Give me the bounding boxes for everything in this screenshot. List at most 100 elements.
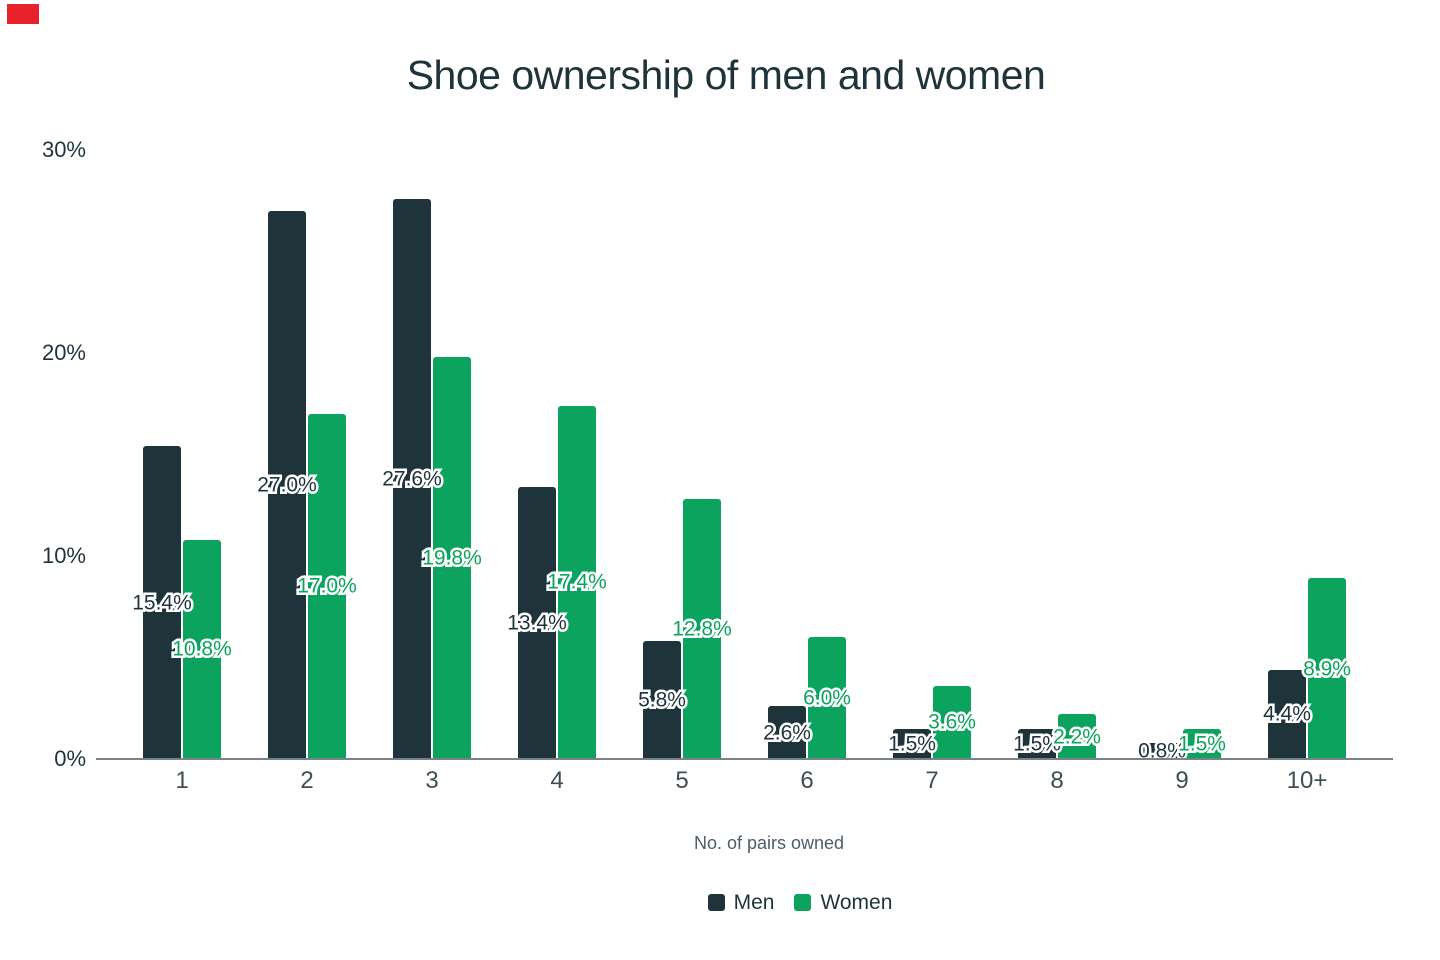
bar-men xyxy=(1268,669,1306,759)
value-label-women: 2.2% 2.2% xyxy=(1051,724,1104,750)
value-label-women: 19.8% 19.8% xyxy=(420,545,485,571)
value-label-men: 1.5% 1.5% xyxy=(1011,731,1064,757)
bar-men xyxy=(143,446,181,759)
bar-men xyxy=(893,728,931,759)
value-label-women: 3.6% 3.6% xyxy=(926,709,979,735)
bar-men xyxy=(393,198,431,759)
value-label-outline: 19.8% xyxy=(420,545,485,571)
value-label-outline: 10.8% xyxy=(170,636,235,662)
x-tick-label: 2 xyxy=(300,767,314,794)
bar-men xyxy=(768,706,806,759)
value-label-women: 17.0% 17.0% xyxy=(295,573,360,599)
value-label-text: 0.8% xyxy=(1138,739,1186,763)
value-label-text: 2.6% xyxy=(763,721,811,745)
bar-men xyxy=(1018,728,1056,759)
value-label-outline: 1.5% xyxy=(886,731,939,757)
value-label-outline: 27.0% xyxy=(255,472,320,498)
value-label-outline: 12.8% xyxy=(670,616,735,642)
red-corner-marker xyxy=(7,4,39,24)
value-label-text: 17.0% xyxy=(297,574,357,598)
legend: Men Women xyxy=(80,886,1440,918)
value-label-text: 13.4% xyxy=(507,611,567,635)
value-label-text: 12.8% xyxy=(672,617,732,641)
value-label-women: 6.0% 6.0% xyxy=(801,685,854,711)
value-label-text: 5.8% xyxy=(638,688,686,712)
value-label-men: 15.4% 15.4% xyxy=(130,590,195,616)
value-label-women: 10.8% 10.8% xyxy=(170,636,235,662)
value-label-text: 10.8% xyxy=(172,637,232,661)
bar-women xyxy=(558,405,596,759)
y-tick-label: 30% xyxy=(41,137,86,162)
x-tick-label: 6 xyxy=(800,767,814,794)
x-tick-label: 3 xyxy=(425,767,439,794)
x-axis-line xyxy=(96,757,1393,760)
y-tick-label: 20% xyxy=(41,340,86,365)
value-label-text: 15.4% xyxy=(132,591,192,615)
value-label-men: 5.8% 5.8% xyxy=(636,687,689,713)
value-label-outline: 6.0% xyxy=(801,685,854,711)
bar-women xyxy=(308,413,346,759)
value-label-women: 17.4% 17.4% xyxy=(545,569,610,595)
value-label-outline: 17.0% xyxy=(295,573,360,599)
x-tick-label: 8 xyxy=(1050,767,1064,794)
x-axis-title: No. of pairs owned xyxy=(693,833,845,853)
x-tick-label: 1 xyxy=(175,767,189,794)
value-label-text: 1.5% xyxy=(1178,732,1226,756)
value-label-outline: 2.2% xyxy=(1051,724,1104,750)
value-label-outline: 4.4% xyxy=(1261,701,1314,727)
value-label-text: 27.6% xyxy=(382,467,442,491)
bar-men xyxy=(643,641,681,759)
value-label-outline: 27.6% xyxy=(380,466,445,492)
bar-women xyxy=(1308,578,1346,759)
bar-women xyxy=(1058,714,1096,759)
value-label-men: 4.4% 4.4% xyxy=(1261,701,1314,727)
legend-item-women: Women xyxy=(794,892,892,913)
value-label-outline: 1.5% xyxy=(1011,731,1064,757)
x-tick-label: 5 xyxy=(675,767,689,794)
value-label-outline: 5.8% xyxy=(636,687,689,713)
value-label-men: 2.6% 2.6% xyxy=(761,720,814,746)
bar-women xyxy=(1183,728,1221,759)
value-label-women: 12.8% 12.8% xyxy=(670,616,735,642)
value-label-text: 27.0% xyxy=(257,473,317,497)
legend-label-men: Men xyxy=(733,890,775,914)
value-label-outline: 0.8% xyxy=(1136,738,1189,764)
value-label-outline: 8.9% xyxy=(1301,656,1354,682)
legend-label-women: Women xyxy=(820,890,893,914)
y-tick-label: 10% xyxy=(41,543,86,568)
x-tick-label: 10+ xyxy=(1286,767,1328,794)
value-label-men: 0.8% 0.8% xyxy=(1136,738,1189,764)
bar-women xyxy=(433,357,471,759)
value-label-outline: 17.4% xyxy=(545,569,610,595)
value-label-women: 8.9% 8.9% xyxy=(1301,656,1354,682)
x-tick-label: 7 xyxy=(925,767,939,794)
value-label-text: 1.5% xyxy=(888,732,936,756)
value-label-men: 13.4% 13.4% xyxy=(505,610,570,636)
legend-item-men: Men xyxy=(707,890,775,914)
value-label-outline: 1.5% xyxy=(1176,731,1229,757)
value-label-outline: 13.4% xyxy=(505,610,570,636)
bar-men xyxy=(518,486,556,759)
legend-swatch-men xyxy=(707,893,725,911)
y-tick-label: 0% xyxy=(54,746,86,771)
value-label-text: 17.4% xyxy=(547,570,607,594)
bar-men xyxy=(268,210,306,759)
value-label-women: 1.5% 1.5% xyxy=(1176,731,1229,757)
bar-women xyxy=(683,499,721,759)
value-label-outline: 2.6% xyxy=(761,720,814,746)
value-label-text: 19.8% xyxy=(422,546,482,570)
x-tick-label: 9 xyxy=(1175,767,1189,794)
legend-swatch-women xyxy=(794,893,812,911)
bar-women xyxy=(183,539,221,759)
value-label-text: 3.6% xyxy=(928,710,976,734)
value-label-text: 4.4% xyxy=(1263,702,1311,726)
value-label-men: 27.0% 27.0% xyxy=(255,472,320,498)
value-label-text: 8.9% xyxy=(1303,657,1351,681)
value-label-men: 1.5% 1.5% xyxy=(886,731,939,757)
bar-women xyxy=(933,685,971,759)
x-tick-label: 4 xyxy=(550,767,564,794)
bar-men xyxy=(1143,742,1181,759)
bar-women xyxy=(808,637,846,759)
